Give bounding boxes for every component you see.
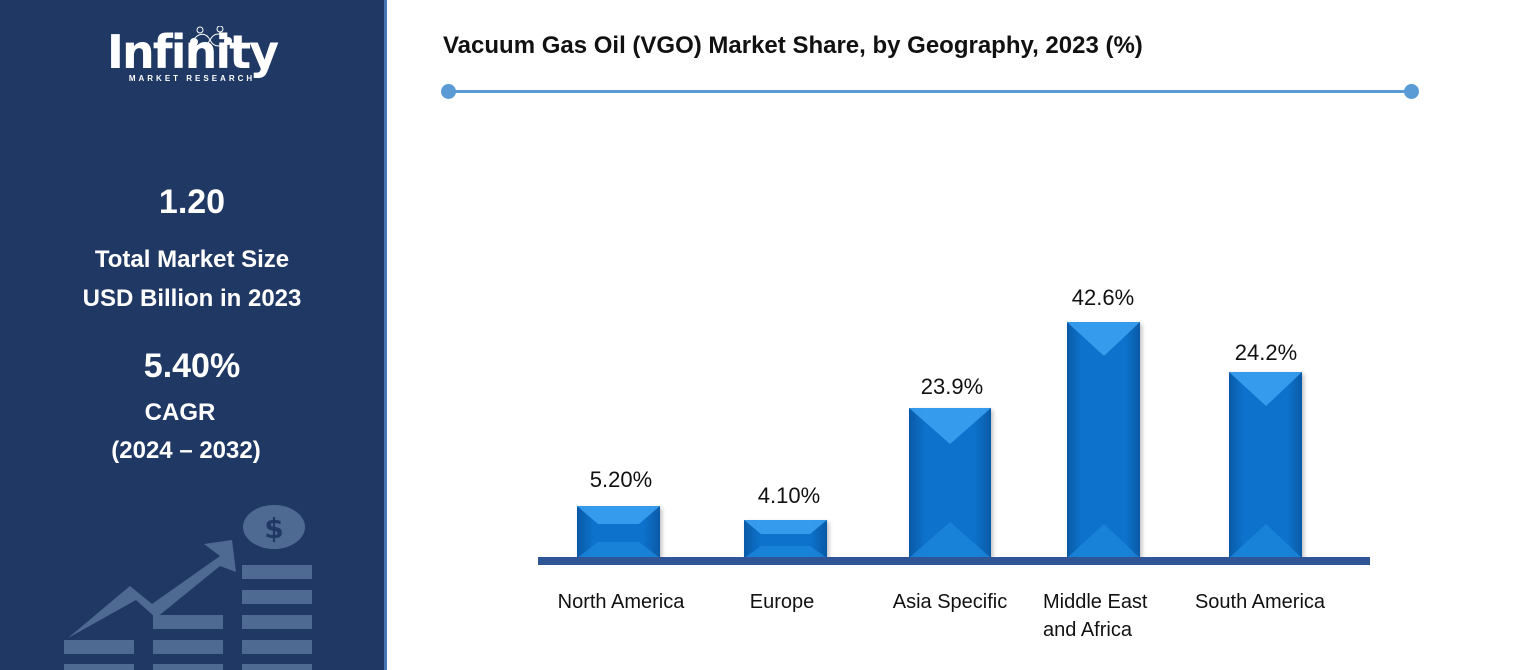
cagr-value: 5.40%: [143, 347, 241, 385]
cagr-label: CAGR: [144, 399, 216, 426]
data-label-middle-east-africa: 42.6%: [1071, 285, 1135, 310]
divider-dot-left: [441, 84, 456, 99]
divider-dot-right: [1404, 84, 1419, 99]
bar-middle-east-africa: [1067, 322, 1140, 558]
brand-logo: Infinity MARKET RESEARCH: [0, 25, 384, 83]
category-middle-east-line1: Middle East: [1043, 591, 1148, 613]
category-asia-specific: Asia Specific: [892, 591, 1008, 613]
market-size-label: Total Market Size: [94, 246, 290, 273]
growth-chart-icon: $: [64, 505, 312, 670]
title-divider: [448, 90, 1411, 93]
chart-title: Vacuum Gas Oil (VGO) Market Share, by Ge…: [443, 32, 1143, 59]
category-north-america: North America: [557, 591, 685, 613]
brand-tagline: MARKET RESEARCH: [128, 74, 256, 83]
data-label-asia-specific: 23.9%: [920, 374, 984, 399]
category-middle-east-line2: and Africa: [1043, 619, 1132, 641]
svg-text:$: $: [264, 512, 283, 545]
market-size-value: 1.20: [158, 183, 226, 221]
data-label-north-america: 5.20%: [589, 467, 653, 492]
bar-asia-specific: [909, 408, 991, 558]
category-middle-east-africa: Middle East and Africa: [1043, 588, 1173, 644]
market-size-unit: USD Billion in 2023: [82, 285, 302, 312]
brand-name: Infinity: [106, 25, 279, 79]
bar-north-america: [577, 506, 660, 558]
cagr-period: (2024 – 2032): [111, 437, 261, 464]
category-europe: Europe: [749, 591, 815, 613]
data-label-europe: 4.10%: [757, 483, 821, 508]
x-axis-line: [538, 557, 1370, 565]
data-label-south-america: 24.2%: [1234, 340, 1298, 365]
bar-europe: [744, 520, 827, 558]
sidebar-panel: Infinity MARKET RESEARCH 1.20 Total Mark…: [0, 0, 387, 670]
category-south-america: South America: [1194, 591, 1326, 613]
infinity-people-icon: [190, 26, 232, 47]
bar-south-america: [1229, 372, 1302, 558]
